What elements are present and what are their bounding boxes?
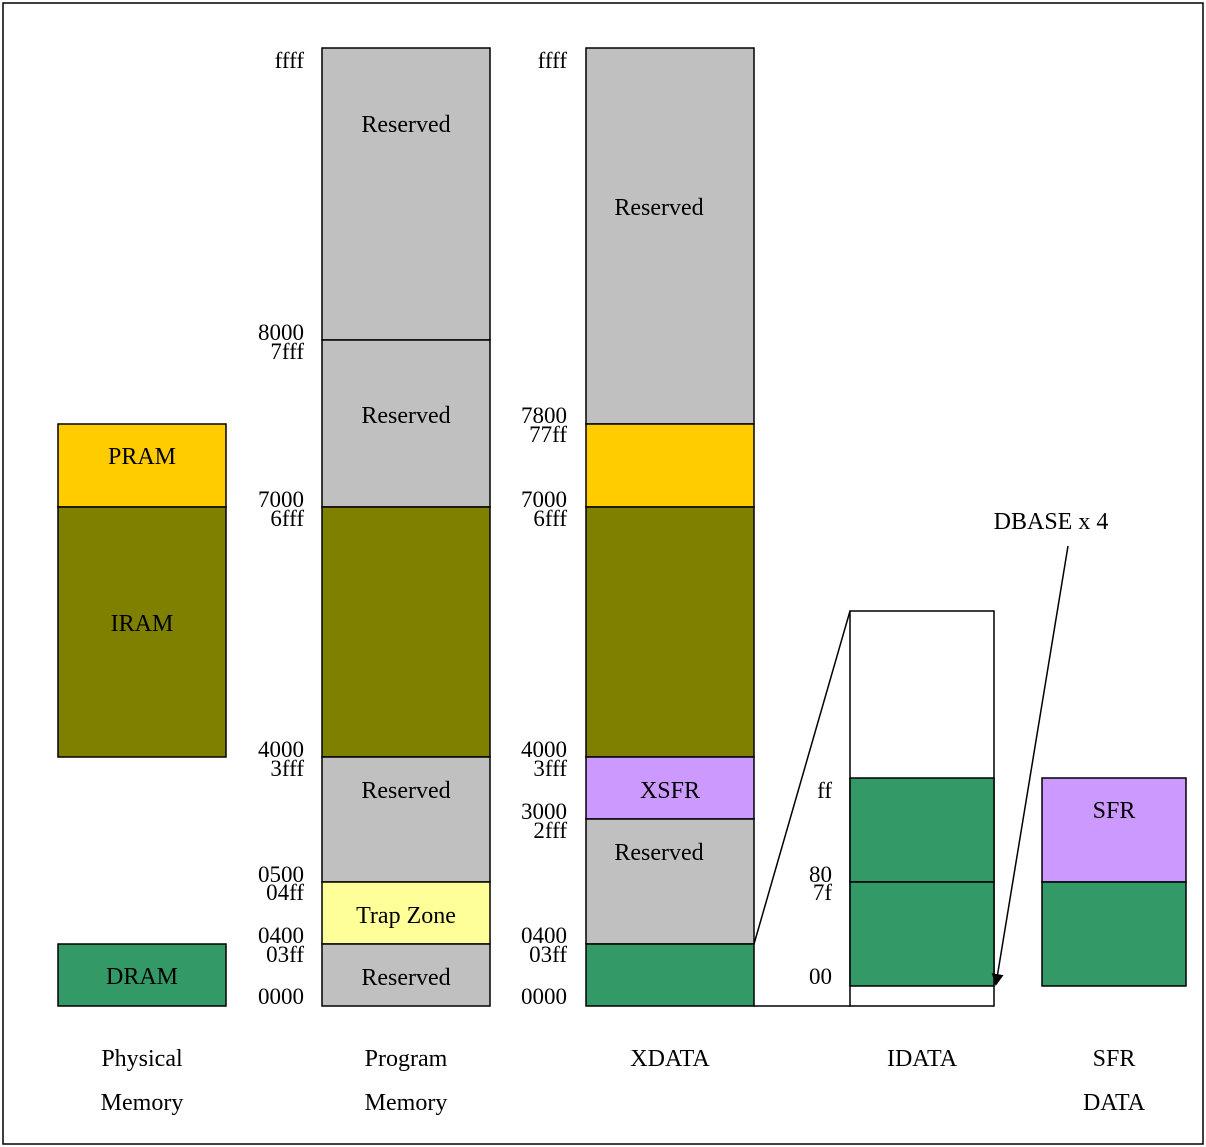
xdata-caption: XDATA xyxy=(630,1046,710,1072)
xdata-addr-0000: 0000 xyxy=(521,984,567,1009)
idata-addr-00: 00 xyxy=(809,964,832,989)
idata-lower-block xyxy=(849,881,995,987)
dram-label: DRAM xyxy=(106,964,178,990)
xdata-iram-block xyxy=(585,506,755,758)
xdata-reserved-low-label: Reserved xyxy=(614,840,703,866)
program-addr-7000: 7000 xyxy=(258,487,304,512)
xdata-addr-77ff: 77ff xyxy=(529,422,567,447)
program-addr-8000: 8000 xyxy=(258,320,304,345)
program-addr-6fff: 6fff xyxy=(270,506,304,531)
idata-upper-block xyxy=(849,777,995,883)
program-memory-caption-line1: Program xyxy=(365,1046,448,1072)
program-memory-column: Reserved Reserved Reserved Trap Zone Res… xyxy=(258,47,491,1116)
dbase-label: DBASE x 4 xyxy=(994,509,1109,535)
sfr-data-column: SFR SFR DATA xyxy=(1041,777,1187,1116)
sfr-caption-line1: SFR xyxy=(1093,1046,1136,1072)
sfr-label: SFR xyxy=(1093,798,1136,824)
idata-caption: IDATA xyxy=(887,1046,958,1072)
sfr-caption-line2: DATA xyxy=(1083,1090,1146,1116)
xdata-addr-0400: 0400 xyxy=(521,923,567,948)
xdata-addr-03ff: 03ff xyxy=(529,942,567,967)
xdata-addr-7000: 7000 xyxy=(521,487,567,512)
trap-zone-block xyxy=(321,881,491,945)
dbase-arrow xyxy=(991,545,1069,986)
program-reserved-top-block xyxy=(321,47,491,341)
idata-addr-ff: ff xyxy=(817,778,832,803)
program-addr-03ff: 03ff xyxy=(266,942,304,967)
iram-block xyxy=(57,506,227,758)
program-reserved-mid-block xyxy=(321,339,491,508)
program-reserved-low-block xyxy=(321,756,491,883)
program-addr-0000: 0000 xyxy=(258,984,304,1009)
program-memory-caption-line2: Memory xyxy=(365,1090,448,1116)
program-reserved-low-label: Reserved xyxy=(361,778,450,804)
xdata-addr-2fff: 2fff xyxy=(533,818,567,843)
xdata-reserved-top-label: Reserved xyxy=(614,195,703,221)
program-reserved-mid-label: Reserved xyxy=(361,403,450,429)
program-iram-block xyxy=(321,506,491,758)
program-addr-0400: 0400 xyxy=(258,923,304,948)
idata-addr-80: 80 xyxy=(809,862,832,887)
xdata-addr-ffff: ffff xyxy=(538,48,568,73)
xdata-reserved-top-block xyxy=(585,47,755,425)
pram-block xyxy=(57,423,227,508)
physical-memory-column: PRAM IRAM DRAM Physical Memory xyxy=(57,423,227,1116)
sfr-block xyxy=(1041,777,1187,883)
xdata-addr-7800: 7800 xyxy=(521,403,567,428)
xdata-addr-3000: 3000 xyxy=(521,799,567,824)
zoom-line-top xyxy=(753,610,851,945)
program-reserved-bottom-block xyxy=(321,943,491,1007)
program-addr-4000: 4000 xyxy=(258,737,304,762)
program-addr-04ff: 04ff xyxy=(266,880,304,905)
program-reserved-top-label: Reserved xyxy=(361,112,450,138)
sfr-lower-block xyxy=(1041,881,1187,987)
program-reserved-bottom-label: Reserved xyxy=(361,965,450,991)
program-addr-ffff: ffff xyxy=(275,48,305,73)
program-addr-7fff: 7fff xyxy=(270,339,304,364)
pram-label: PRAM xyxy=(108,444,176,470)
program-addr-0500: 0500 xyxy=(258,862,304,887)
xsfr-label: XSFR xyxy=(640,778,700,804)
xdata-addr-4000: 4000 xyxy=(521,737,567,762)
xdata-column: Reserved XSFR Reserved ffff 7800 77ff 70… xyxy=(521,47,755,1072)
program-addr-3fff: 3fff xyxy=(270,756,304,781)
xdata-addr-3fff: 3fff xyxy=(533,756,567,781)
xdata-addr-6fff: 6fff xyxy=(533,506,567,531)
physical-memory-caption-line1: Physical xyxy=(101,1046,183,1072)
xdata-pram-block xyxy=(585,423,755,508)
dram-block xyxy=(57,943,227,1007)
trap-zone-label: Trap Zone xyxy=(356,903,456,929)
idata-column: ff 80 7f 00 DBASE x 4 IDATA xyxy=(809,509,1108,1072)
idata-addr-7f: 7f xyxy=(813,880,833,905)
xdata-dram-block xyxy=(585,943,755,1007)
physical-memory-caption-line2: Memory xyxy=(101,1090,184,1116)
xdata-reserved-low-block xyxy=(585,818,755,945)
iram-label: IRAM xyxy=(111,611,174,637)
